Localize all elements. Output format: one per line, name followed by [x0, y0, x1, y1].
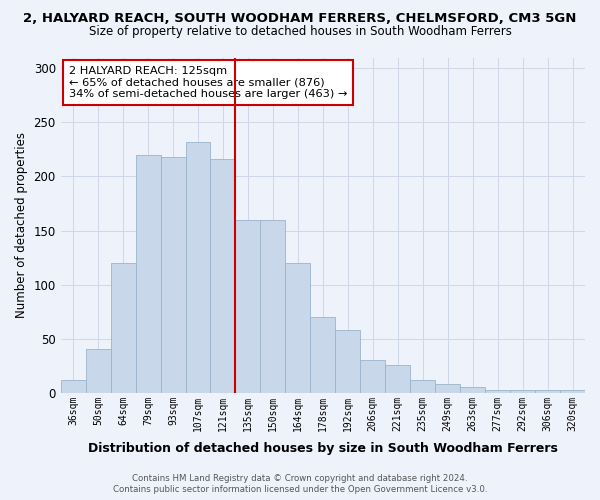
Bar	[136, 155, 161, 393]
Bar	[110, 263, 136, 393]
Bar	[360, 360, 385, 393]
Y-axis label: Number of detached properties: Number of detached properties	[15, 132, 28, 318]
X-axis label: Distribution of detached houses by size in South Woodham Ferrers: Distribution of detached houses by size …	[88, 442, 558, 455]
Bar	[235, 220, 260, 393]
Bar	[211, 159, 235, 393]
Bar	[335, 330, 360, 393]
Bar	[410, 380, 435, 393]
Bar	[185, 142, 211, 393]
Bar	[435, 384, 460, 393]
Bar	[385, 364, 410, 393]
Bar	[535, 390, 560, 393]
Bar	[86, 348, 110, 393]
Bar	[510, 390, 535, 393]
Bar	[560, 390, 585, 393]
Bar	[161, 157, 185, 393]
Bar	[61, 380, 86, 393]
Text: 2 HALYARD REACH: 125sqm
← 65% of detached houses are smaller (876)
34% of semi-d: 2 HALYARD REACH: 125sqm ← 65% of detache…	[68, 66, 347, 99]
Text: Contains HM Land Registry data © Crown copyright and database right 2024.
Contai: Contains HM Land Registry data © Crown c…	[113, 474, 487, 494]
Bar	[260, 220, 286, 393]
Bar	[310, 317, 335, 393]
Bar	[485, 390, 510, 393]
Bar	[460, 388, 485, 393]
Bar	[286, 263, 310, 393]
Text: 2, HALYARD REACH, SOUTH WOODHAM FERRERS, CHELMSFORD, CM3 5GN: 2, HALYARD REACH, SOUTH WOODHAM FERRERS,…	[23, 12, 577, 26]
Text: Size of property relative to detached houses in South Woodham Ferrers: Size of property relative to detached ho…	[89, 25, 511, 38]
